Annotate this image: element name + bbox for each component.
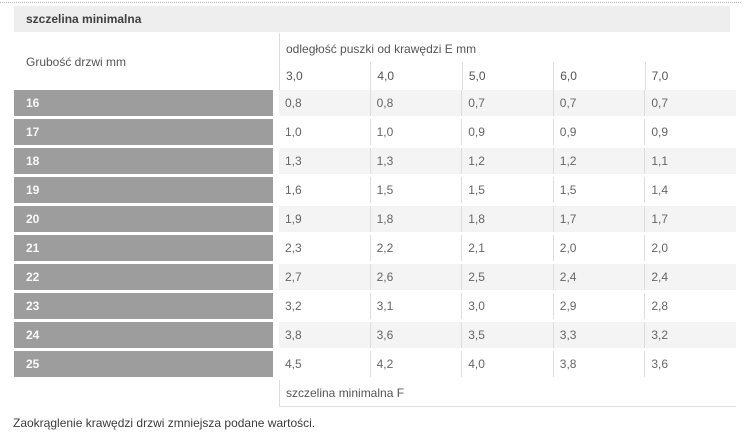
data-table: Grubość drzwi mm 16 17 18 19 20 21 22 23… xyxy=(14,33,736,407)
table-cell: 2,0 xyxy=(552,235,645,261)
distance-group-header: odległość puszki od krawędzi E mm xyxy=(286,42,477,56)
table-cell: 1,0 xyxy=(285,125,302,139)
table-cell: 2,9 xyxy=(552,293,645,319)
table-cell: 3,0 xyxy=(461,293,553,319)
row-header-column: Grubość drzwi mm 16 17 18 19 20 21 22 23… xyxy=(14,33,273,407)
table-row: 2,7 2,6 2,5 2,4 2,4 xyxy=(279,264,736,290)
table-row: 1,0 1,0 0,9 0,9 0,9 xyxy=(279,119,736,145)
table-cell: 1,5 xyxy=(461,177,553,203)
table-cell: 1,8 xyxy=(461,206,553,232)
table-cell: 0,8 xyxy=(285,96,302,110)
table-cell: 1,8 xyxy=(369,206,462,232)
top-divider xyxy=(0,2,741,3)
column-header-row: 3,0 4,0 5,0 6,0 7,0 xyxy=(280,62,736,90)
row-label: 20 xyxy=(14,206,273,232)
row-label: 18 xyxy=(14,148,273,174)
table-row: 3,2 3,1 3,0 2,9 2,8 xyxy=(279,293,736,319)
table-cell: 2,6 xyxy=(369,264,462,290)
table-cell: 1,6 xyxy=(285,183,302,197)
table-cell: 1,2 xyxy=(552,148,645,174)
column-header: 6,0 xyxy=(553,62,644,90)
table-cell: 3,3 xyxy=(552,322,645,348)
row-label: 24 xyxy=(14,322,273,348)
column-header: 7,0 xyxy=(644,62,736,90)
table-cell: 3,2 xyxy=(285,299,302,313)
table-row: 4,5 4,2 4,0 3,8 3,6 xyxy=(279,351,736,377)
table-cell: 2,4 xyxy=(552,264,645,290)
table-panel: szczelina minimalna Grubość drzwi mm 16 … xyxy=(14,6,736,407)
table-cell: 1,4 xyxy=(644,177,736,203)
table-cell: 2,2 xyxy=(369,235,462,261)
table-cell: 0,7 xyxy=(644,90,736,116)
table-cell: 3,8 xyxy=(285,328,302,342)
table-cell: 1,5 xyxy=(552,177,645,203)
table-row: 1,9 1,8 1,8 1,7 1,7 xyxy=(279,206,736,232)
table-cell: 2,7 xyxy=(285,270,302,284)
footnote: Zaokrąglenie krawędzi drzwi zmniejsza po… xyxy=(13,416,316,430)
table-cell: 2,1 xyxy=(461,235,553,261)
row-label: 19 xyxy=(14,177,273,203)
door-thickness-header-label: Grubość drzwi mm xyxy=(26,54,127,69)
table-cell: 1,3 xyxy=(285,154,302,168)
table-footer-cell: szczelina minimalna F xyxy=(279,380,736,407)
table-cell: 0,9 xyxy=(644,119,736,145)
table-cell: 1,7 xyxy=(644,206,736,232)
row-label: 17 xyxy=(14,119,273,145)
table-cell: 4,0 xyxy=(461,351,553,377)
value-columns: odległość puszki od krawędzi E mm 3,0 4,… xyxy=(279,33,736,407)
column-header: 3,0 xyxy=(286,69,303,83)
table-cell: 2,0 xyxy=(644,235,736,261)
table-cell: 1,1 xyxy=(644,148,736,174)
table-cell: 4,5 xyxy=(285,357,302,371)
table-cell: 3,5 xyxy=(461,322,553,348)
row-label: 16 xyxy=(14,90,273,116)
column-header-block: odległość puszki od krawędzi E mm 3,0 4,… xyxy=(279,33,736,90)
table-cell: 1,7 xyxy=(552,206,645,232)
table-cell: 3,2 xyxy=(644,322,736,348)
table-cell: 2,8 xyxy=(644,293,736,319)
table-title-bar: szczelina minimalna xyxy=(14,6,730,32)
table-cell: 3,1 xyxy=(369,293,462,319)
table-cell: 4,2 xyxy=(369,351,462,377)
table-cell: 0,9 xyxy=(552,119,645,145)
table-cell: 3,8 xyxy=(552,351,645,377)
door-thickness-header-cell: Grubość drzwi mm xyxy=(14,33,273,90)
row-label: 21 xyxy=(14,235,273,261)
table-cell: 3,6 xyxy=(644,351,736,377)
table-cell: 1,5 xyxy=(369,177,462,203)
table-row: 1,3 1,3 1,2 1,2 1,1 xyxy=(279,148,736,174)
table-cell: 1,0 xyxy=(369,119,462,145)
table-row: 3,8 3,6 3,5 3,3 3,2 xyxy=(279,322,736,348)
table-cell: 2,3 xyxy=(285,241,302,255)
row-label: 22 xyxy=(14,264,273,290)
table-cell: 1,9 xyxy=(285,212,302,226)
table-cell: 0,7 xyxy=(552,90,645,116)
row-label: 25 xyxy=(14,351,273,377)
table-cell: 1,2 xyxy=(461,148,553,174)
table-cell: 1,3 xyxy=(369,148,462,174)
table-row: 1,6 1,5 1,5 1,5 1,4 xyxy=(279,177,736,203)
table-title: szczelina minimalna xyxy=(26,12,142,26)
table-row: 0,8 0,8 0,7 0,7 0,7 xyxy=(279,90,736,116)
column-header: 4,0 xyxy=(370,62,461,90)
table-cell: 0,8 xyxy=(369,90,462,116)
column-header: 5,0 xyxy=(461,62,553,90)
table-cell: 2,5 xyxy=(461,264,553,290)
table-cell: 3,6 xyxy=(369,322,462,348)
table-cell: 2,4 xyxy=(644,264,736,290)
row-label: 23 xyxy=(14,293,273,319)
table-cell: 0,9 xyxy=(461,119,553,145)
table-cell: 0,7 xyxy=(461,90,553,116)
table-row: 2,3 2,2 2,1 2,0 2,0 xyxy=(279,235,736,261)
